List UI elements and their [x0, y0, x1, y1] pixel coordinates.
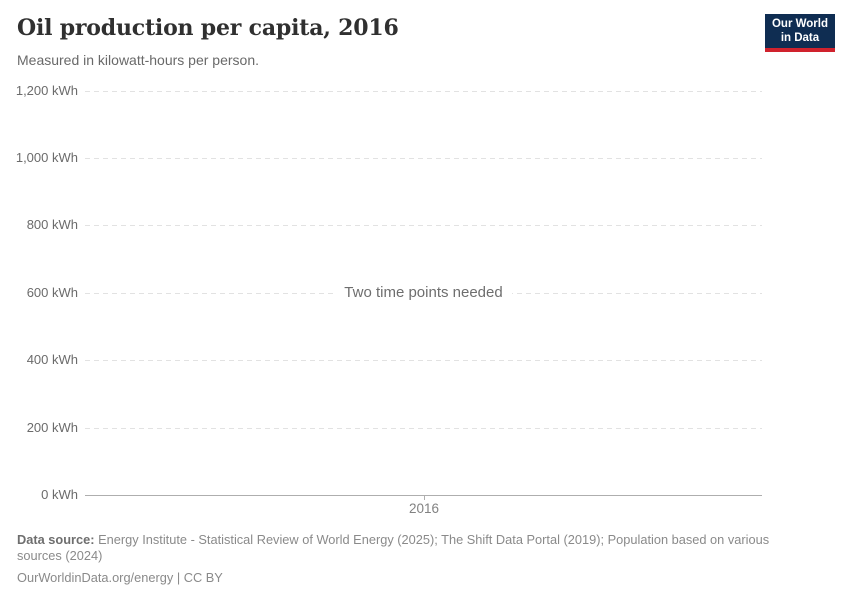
gridline: [85, 91, 762, 92]
license-label: CC BY: [183, 570, 223, 585]
data-source-line: Data source: Energy Institute - Statisti…: [17, 532, 813, 563]
footer-divider: |: [176, 570, 181, 585]
y-axis-tick-label: 1,000 kWh: [15, 150, 78, 165]
owid-url-link[interactable]: OurWorldinData.org/energy: [17, 570, 174, 585]
gridline: [85, 158, 762, 159]
owid-logo-line2: in Data: [780, 31, 820, 44]
page-title: Oil production per capita, 2016: [17, 15, 399, 41]
gridline: [85, 225, 762, 226]
y-axis-tick-label: 800 kWh: [26, 217, 78, 232]
license-line: OurWorldinData.org/energy | CC BY: [17, 570, 813, 585]
owid-logo-line1: Our World: [771, 18, 828, 30]
x-axis-tick-label: 2016: [408, 501, 440, 516]
owid-logo[interactable]: Our World in Data: [764, 14, 835, 52]
y-axis-tick-label: 0 kWh: [41, 487, 78, 502]
y-axis-tick-label: 600 kWh: [26, 285, 78, 300]
y-axis-tick-label: 1,200 kWh: [15, 83, 78, 98]
x-axis-line: [85, 495, 762, 496]
gridline: [85, 428, 762, 429]
chart-footer: Data source: Energy Institute - Statisti…: [17, 532, 813, 585]
x-axis-tick-mark: [424, 495, 425, 500]
data-source-label: Data source:: [17, 532, 95, 547]
gridline: [85, 360, 762, 361]
y-axis-tick-label: 400 kWh: [26, 352, 78, 367]
y-axis-tick-label: 200 kWh: [26, 420, 78, 435]
data-source-text: Energy Institute - Statistical Review of…: [17, 532, 770, 563]
empty-state-message: Two time points needed: [85, 284, 762, 302]
chart-subtitle: Measured in kilowatt-hours per person.: [17, 52, 260, 68]
